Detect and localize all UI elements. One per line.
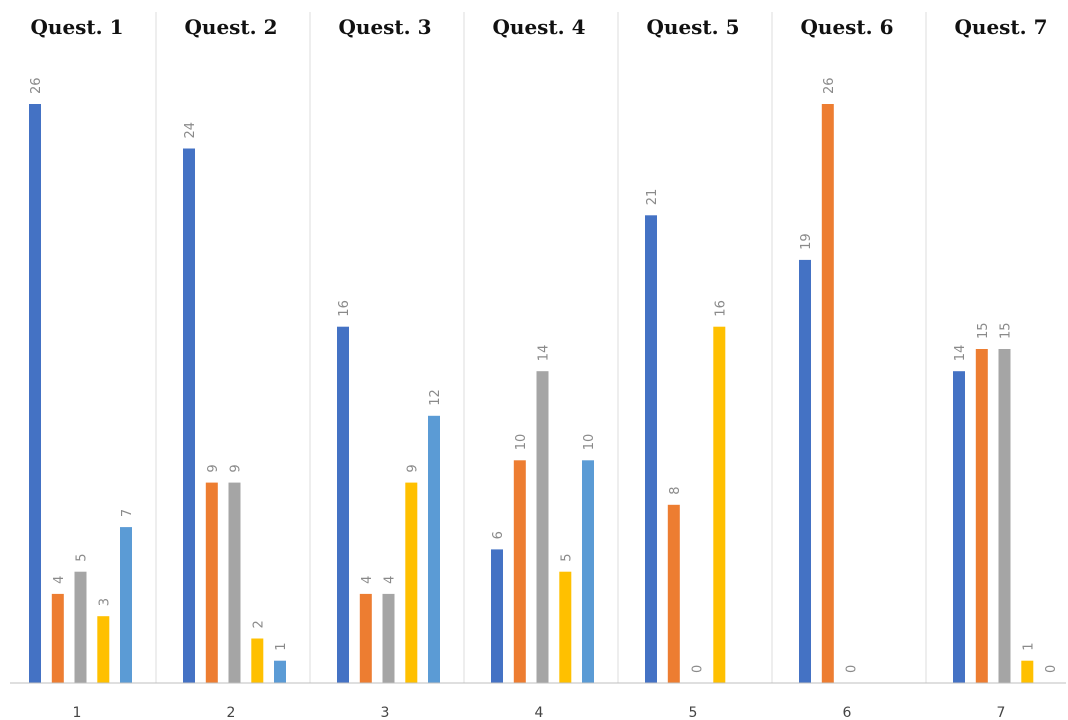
data-label: 8 xyxy=(668,487,683,495)
data-label: 16 xyxy=(337,300,352,317)
data-label: 12 xyxy=(428,389,443,406)
bar xyxy=(645,215,657,684)
bar xyxy=(821,104,834,683)
bar xyxy=(1021,660,1034,683)
bar xyxy=(251,638,264,683)
bar xyxy=(359,593,372,683)
bar xyxy=(799,259,811,683)
x-tick-label: 7 xyxy=(997,705,1006,720)
panel-title: Quest. 2 xyxy=(184,15,277,39)
data-label: 4 xyxy=(52,576,67,584)
data-label: 15 xyxy=(976,322,991,339)
bar xyxy=(205,482,218,683)
bar xyxy=(582,460,594,683)
data-label: 19 xyxy=(799,233,814,250)
bar xyxy=(51,593,64,683)
bar xyxy=(559,571,572,683)
bar xyxy=(29,104,41,683)
data-label: 15 xyxy=(999,322,1014,339)
data-label: 21 xyxy=(645,189,660,206)
bar xyxy=(228,482,241,683)
data-label: 5 xyxy=(559,553,574,561)
bars xyxy=(29,104,1034,684)
bar xyxy=(120,527,132,683)
data-label: 0 xyxy=(1044,665,1059,673)
bar xyxy=(382,593,395,683)
data-label: 26 xyxy=(29,77,44,94)
x-tick-label: 4 xyxy=(535,705,544,720)
panel-title: Quest. 1 xyxy=(30,15,123,39)
bar xyxy=(405,482,418,683)
bar xyxy=(953,371,965,683)
data-label: 1 xyxy=(1021,642,1036,650)
x-tick-label: 6 xyxy=(843,705,852,720)
data-label: 6 xyxy=(491,531,506,539)
bar xyxy=(998,349,1011,683)
data-label: 26 xyxy=(822,77,837,94)
bar xyxy=(183,148,195,683)
data-label: 9 xyxy=(229,464,244,472)
panel-title: Quest. 6 xyxy=(800,15,893,39)
x-tick-labels: 1 2 3 4 5 6 7 xyxy=(73,705,1006,720)
data-label: 10 xyxy=(582,434,597,451)
data-label: 14 xyxy=(537,345,552,362)
data-label: 10 xyxy=(514,434,529,451)
panel-title: Quest. 5 xyxy=(646,15,739,39)
panel-title: Quest. 3 xyxy=(338,15,431,39)
data-label: 4 xyxy=(383,576,398,584)
data-label: 1 xyxy=(274,642,289,650)
bar xyxy=(536,371,549,683)
bar xyxy=(74,571,87,683)
bar xyxy=(667,504,680,683)
bar xyxy=(513,460,526,683)
x-tick-label: 5 xyxy=(689,705,698,720)
data-label: 0 xyxy=(691,665,706,673)
data-label: 0 xyxy=(845,665,860,673)
data-label: 4 xyxy=(360,576,375,584)
bar xyxy=(428,415,440,683)
data-label: 9 xyxy=(405,464,420,472)
bar xyxy=(713,326,726,683)
data-label: 9 xyxy=(206,464,221,472)
panel-title: Quest. 4 xyxy=(492,15,585,39)
bar xyxy=(975,349,988,683)
panel-dividers xyxy=(155,12,927,683)
panel-title: Quest. 7 xyxy=(954,15,1047,39)
bar xyxy=(97,616,110,683)
data-label: 5 xyxy=(75,553,90,561)
data-label: 16 xyxy=(713,300,728,317)
data-label: 3 xyxy=(97,598,112,606)
data-label: 24 xyxy=(183,122,198,139)
x-tick-label: 2 xyxy=(227,705,236,720)
data-label: 7 xyxy=(120,509,135,517)
data-label: 2 xyxy=(251,620,266,628)
bar xyxy=(337,326,349,683)
x-tick-label: 3 xyxy=(381,705,390,720)
bar xyxy=(491,549,503,683)
panel-titles: Quest. 1 Quest. 2 Quest. 3 Quest. 4 Quest. 5… xyxy=(30,15,1047,39)
bar xyxy=(274,660,286,683)
data-label: 14 xyxy=(953,345,968,362)
x-tick-label: 1 xyxy=(73,705,82,720)
